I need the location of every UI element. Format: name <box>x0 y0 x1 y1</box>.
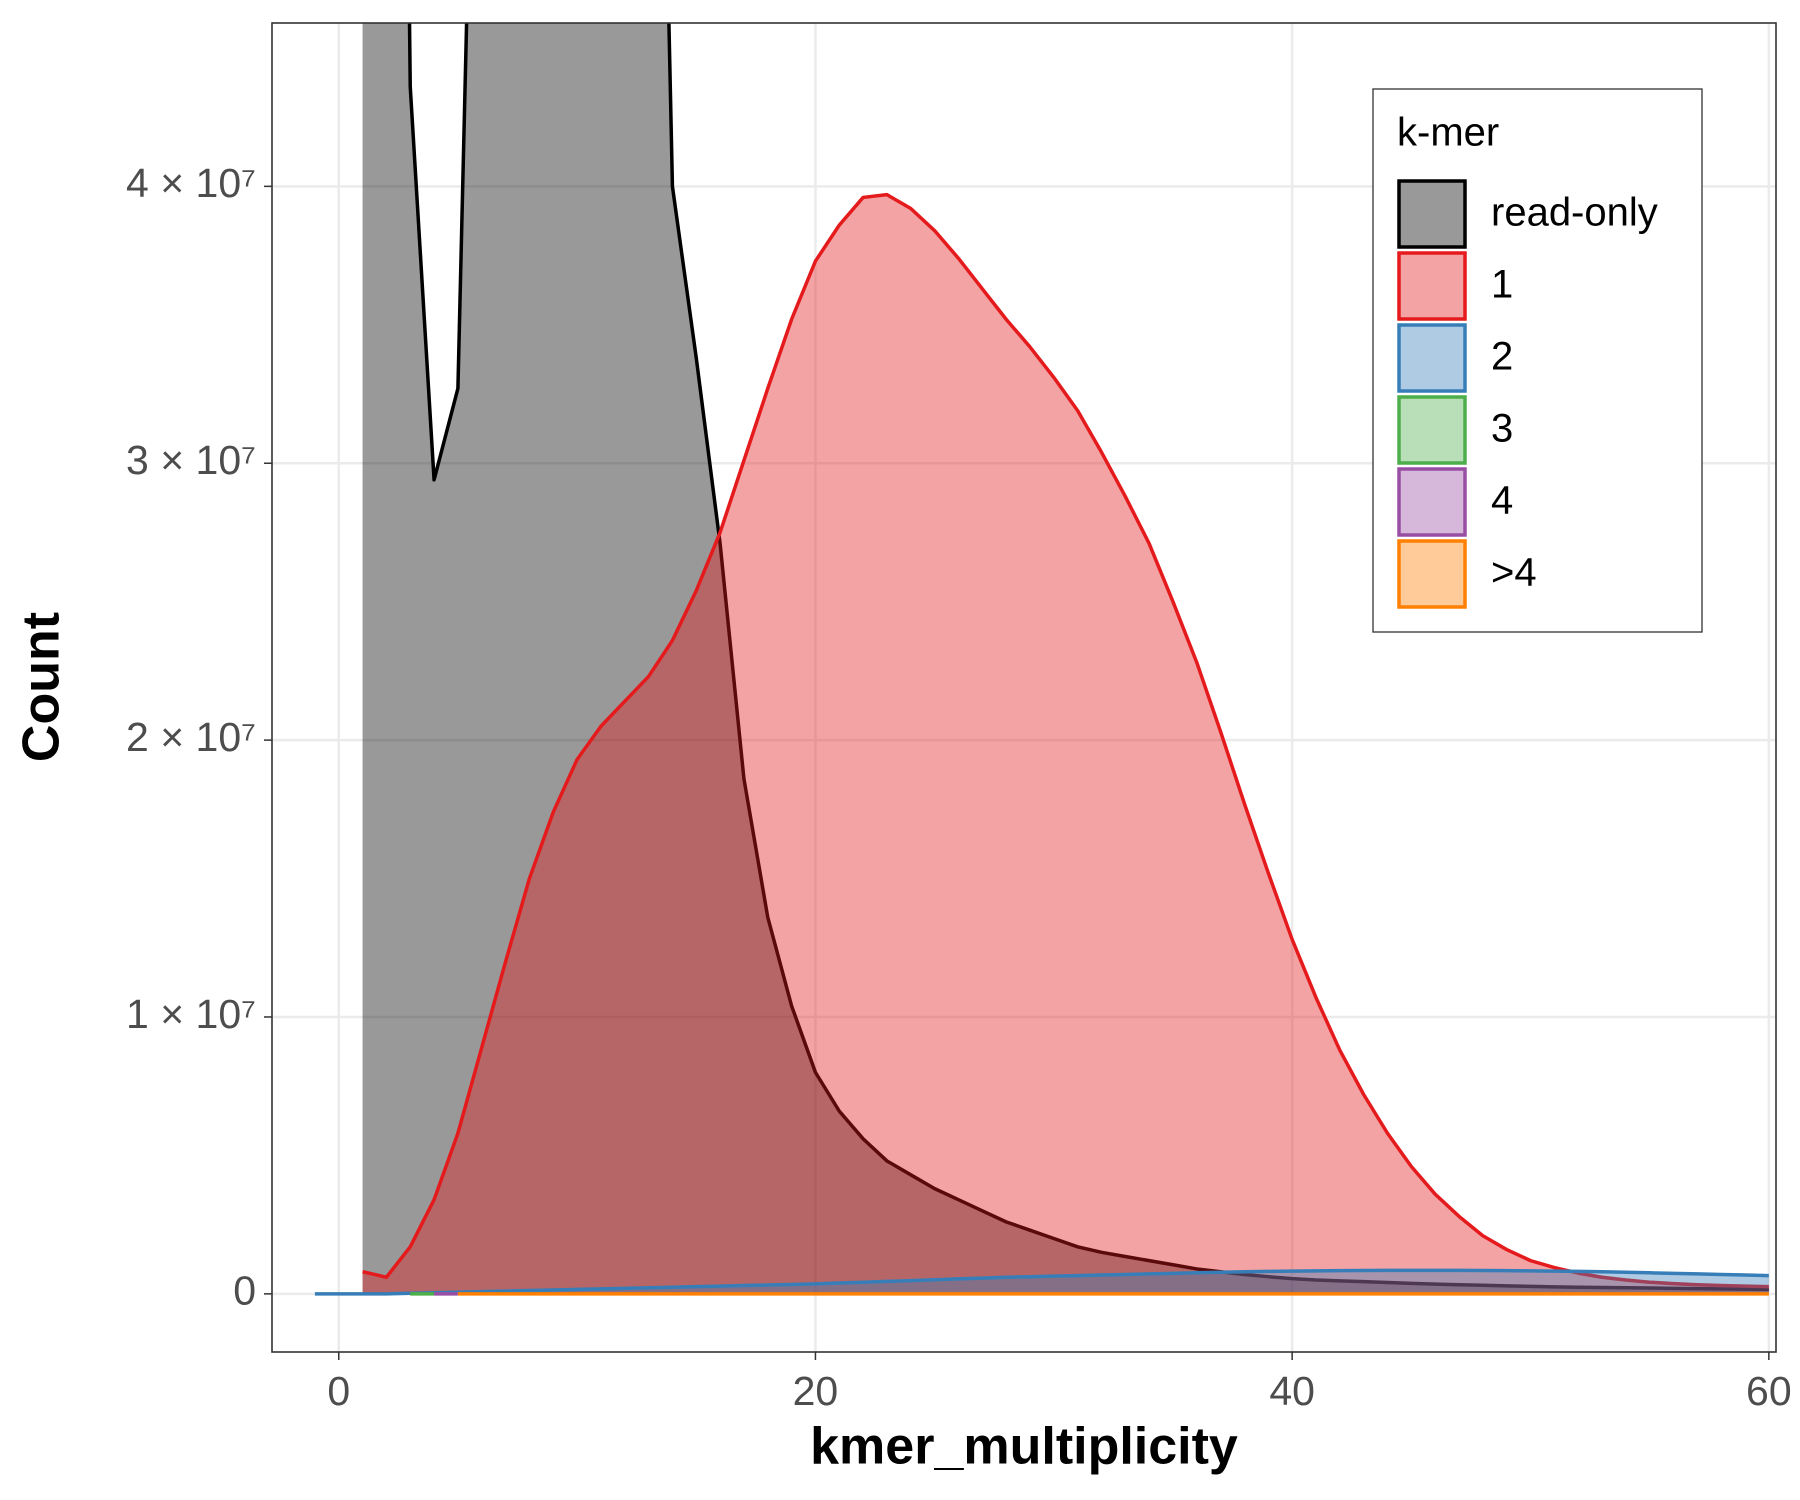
legend-label: 4 <box>1491 479 1513 523</box>
area <box>362 23 1769 1294</box>
y-tick-label: 0 <box>233 1268 256 1314</box>
legend-key <box>1397 323 1467 393</box>
plot-area <box>314 23 1769 1296</box>
axes: 0 20 40 60 0 1 × 10⁷ 2 × 10⁷ 3 × 10⁷ 4 × 10⁷ <box>126 160 1792 1414</box>
panel-border <box>271 22 1777 1353</box>
legend-key <box>1397 467 1467 537</box>
y-tick-label: 1 × 10⁷ <box>126 991 256 1037</box>
legend-key <box>1397 395 1467 465</box>
area <box>362 194 1769 1294</box>
legend-key <box>1397 251 1467 321</box>
legend-label: 2 <box>1491 335 1513 379</box>
legend: k-mer read-only 1 2 3 4 >4 <box>1372 88 1703 633</box>
x-tick-label: 60 <box>1746 1368 1792 1414</box>
line <box>314 1268 1769 1296</box>
legend-title: k-mer <box>1397 111 1499 155</box>
y-axis-title: Count <box>13 612 71 762</box>
legend-label: >4 <box>1491 551 1537 595</box>
y-tick-label: 3 × 10⁷ <box>126 437 256 483</box>
x-tick-label: 0 <box>327 1368 350 1414</box>
line <box>407 23 1769 1292</box>
grid <box>272 23 1776 1352</box>
legend-label: 3 <box>1491 407 1513 451</box>
legend-label: read-only <box>1491 191 1658 235</box>
x-axis-title: kmer_multiplicity <box>810 1418 1238 1476</box>
legend-label: 1 <box>1491 263 1513 307</box>
line <box>362 192 1769 1289</box>
x-tick-label: 20 <box>793 1368 839 1414</box>
y-tick-label: 4 × 10⁷ <box>126 160 256 206</box>
legend-key <box>1397 179 1467 249</box>
y-tick-label: 2 × 10⁷ <box>126 714 256 760</box>
x-tick-label: 40 <box>1269 1368 1315 1414</box>
legend-key <box>1397 539 1467 609</box>
